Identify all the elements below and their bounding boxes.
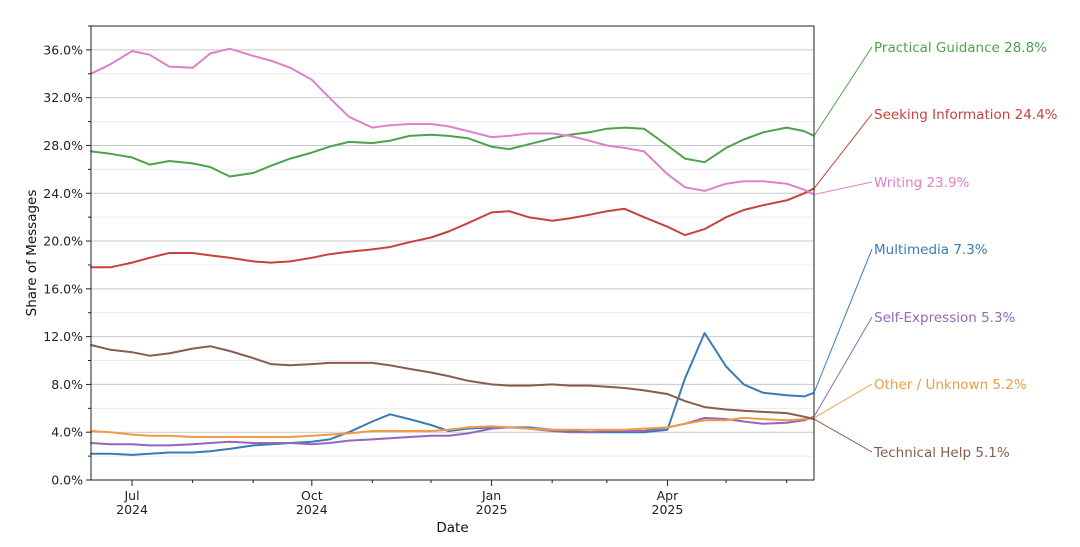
- x-tick-label-month: Jan: [481, 488, 501, 503]
- leader-line-writing: [813, 181, 873, 195]
- series-line-other-unknown: [90, 416, 815, 438]
- series-line-technical-help: [90, 344, 815, 421]
- leader-line-self-expression: [813, 316, 873, 417]
- y-tick-label: 0.0%: [51, 473, 83, 488]
- y-tick-label: 36.0%: [43, 42, 83, 57]
- x-tick-label-month: Jul: [123, 488, 139, 503]
- y-tick-label: 28.0%: [43, 138, 83, 153]
- x-tick-label-month: Apr: [657, 488, 679, 503]
- series-label-writing: Writing 23.9%: [874, 175, 970, 191]
- leader-line-multimedia: [813, 248, 873, 393]
- series-line-writing: [90, 47, 815, 196]
- series-line-self-expression: [90, 415, 815, 447]
- end-labels: Practical Guidance 28.8% Seeking Informat…: [813, 40, 1058, 461]
- y-tick-label: 24.0%: [43, 186, 83, 201]
- series-label-self-expression: Self-Expression 5.3%: [874, 310, 1016, 326]
- series-label-seeking-information: Seeking Information 24.4%: [874, 107, 1058, 123]
- series-line-practical-guidance: [90, 126, 815, 178]
- y-axis: 0.0% 4.0% 8.0% 12.0% 16.0% 20.0% 24.0% 28.0% 32.…: [43, 25, 91, 488]
- x-tick-label-month: Oct: [301, 488, 323, 503]
- series-label-other-unknown: Other / Unknown 5.2%: [874, 377, 1027, 393]
- series-label-practical-guidance: Practical Guidance 28.8%: [874, 40, 1047, 56]
- y-tick-label: 20.0%: [43, 234, 83, 249]
- series-line-multimedia: [90, 332, 815, 456]
- y-tick-label: 12.0%: [43, 329, 83, 344]
- series-label-multimedia: Multimedia 7.3%: [874, 242, 988, 258]
- y-tick-label: 8.0%: [51, 377, 83, 392]
- x-tick-label-year: 2025: [476, 502, 508, 517]
- x-tick-label-year: 2024: [296, 502, 328, 517]
- series-lines: [90, 47, 815, 456]
- y-tick-label: 32.0%: [43, 90, 83, 105]
- x-axis-title: Date: [436, 520, 468, 536]
- series-line-seeking-information: [90, 187, 815, 269]
- x-tick-label-year: 2024: [116, 502, 148, 517]
- plot-frame: [90, 25, 815, 481]
- leader-line-other-unknown: [813, 383, 873, 419]
- leader-line-practical-guidance: [813, 46, 873, 137]
- x-tick-label-year: 2025: [652, 502, 684, 517]
- y-tick-label: 16.0%: [43, 281, 83, 296]
- leader-line-technical-help: [813, 418, 873, 453]
- y-tick-label: 4.0%: [51, 425, 83, 440]
- series-label-technical-help: Technical Help 5.1%: [873, 445, 1010, 461]
- y-axis-title: Share of Messages: [24, 190, 40, 317]
- leader-line-seeking-information: [813, 113, 873, 189]
